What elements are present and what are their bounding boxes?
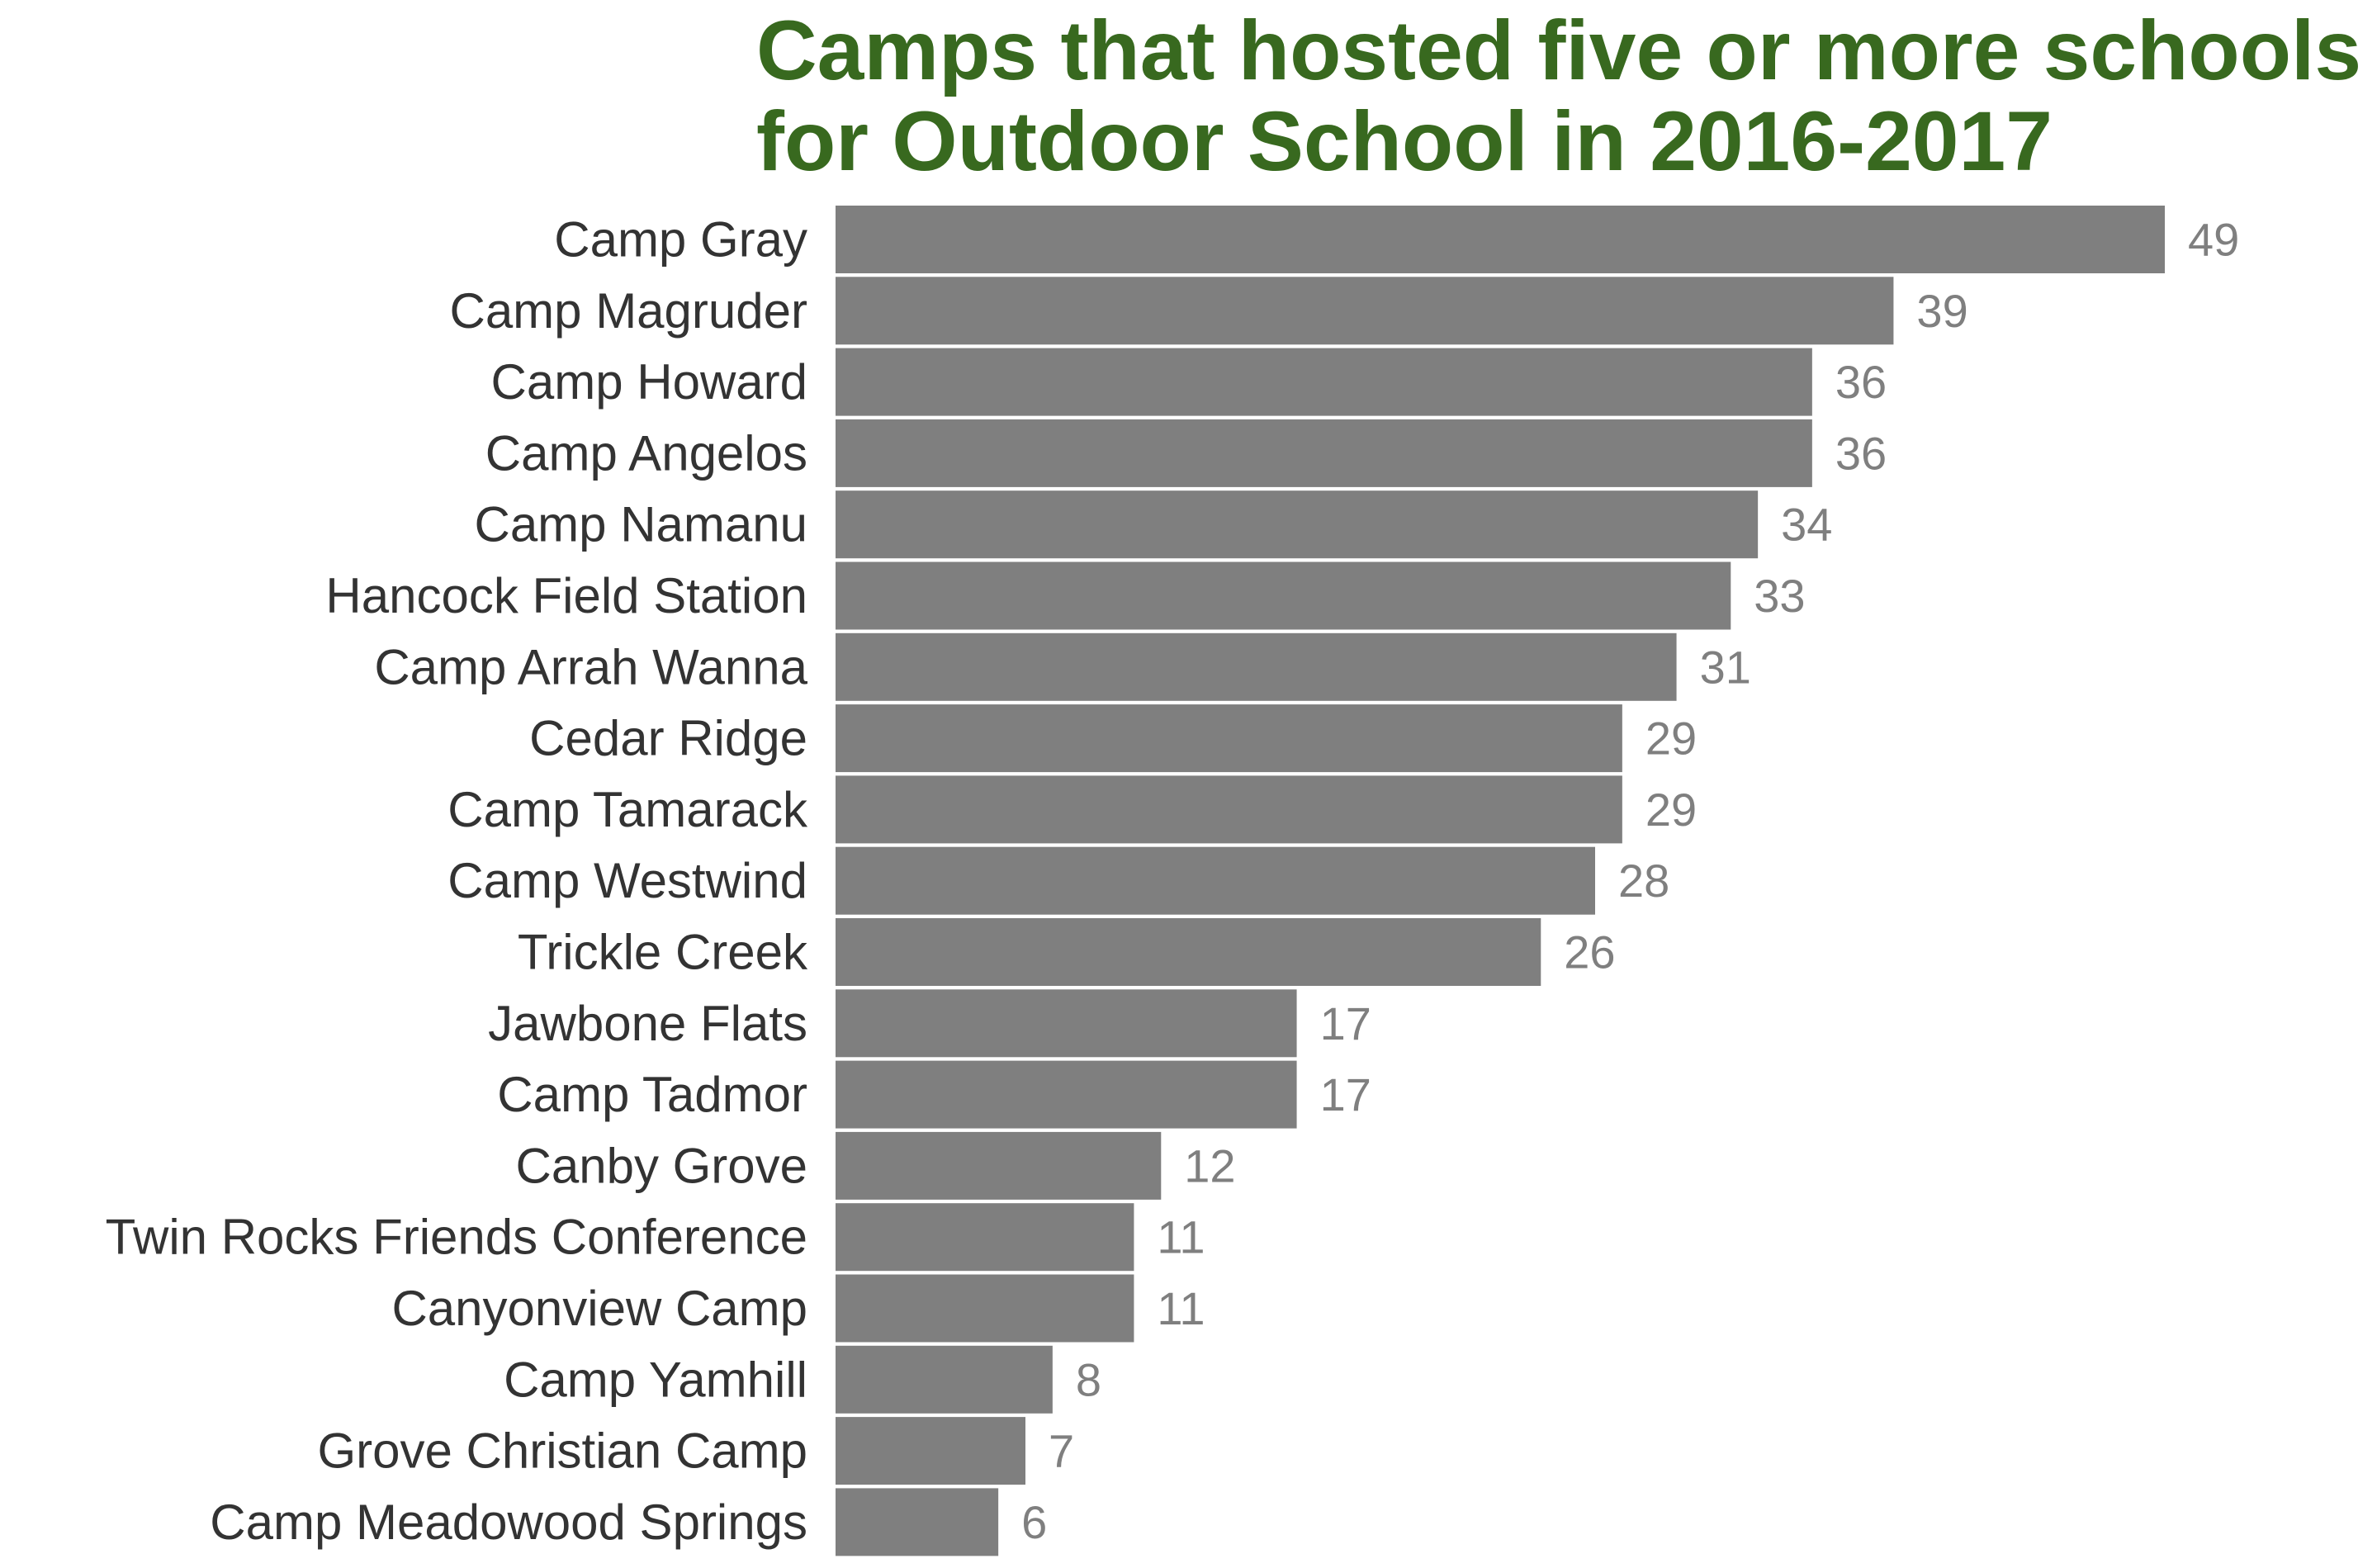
bar (836, 1203, 1134, 1272)
bar-row: Camp Meadowood Springs 6 (210, 1488, 1047, 1556)
category-label: Camp Yamhill (504, 1352, 807, 1407)
bar-row: Jawbone Flats 17 (488, 989, 1371, 1058)
bar (836, 206, 2165, 273)
bar (836, 918, 1541, 986)
bar-row: Hancock Field Station 33 (325, 561, 1806, 630)
bar-row: Camp Angelos 36 (485, 419, 1887, 487)
category-label: Camp Meadowood Springs (210, 1495, 807, 1550)
category-label: Trickle Creek (518, 925, 808, 980)
bar (836, 490, 1759, 559)
value-label: 34 (1781, 499, 1832, 551)
bar (836, 1274, 1134, 1343)
value-label: 33 (1754, 570, 1805, 622)
value-label: 8 (1076, 1353, 1101, 1405)
bar-row: Camp Arrah Wanna 31 (374, 632, 1751, 701)
chart-title-line-2: for Outdoor School in 2016-2017 (756, 94, 2053, 188)
bar (836, 1488, 999, 1556)
category-label: Camp Tamarack (447, 782, 808, 837)
bar-row: Trickle Creek 26 (518, 918, 1616, 986)
bar-row: Camp Namanu 34 (474, 490, 1832, 559)
bar-row: Canby Grove 12 (516, 1131, 1236, 1200)
bar-row: Twin Rocks Friends Conference 11 (106, 1203, 1205, 1272)
bar (836, 561, 1731, 630)
value-label: 11 (1157, 1282, 1205, 1334)
category-label: Jawbone Flats (488, 996, 807, 1051)
bar-row: Grove Christian Camp 7 (317, 1417, 1074, 1485)
category-label: Cedar Ridge (529, 711, 807, 766)
value-label: 29 (1645, 713, 1697, 765)
bar (836, 1060, 1297, 1129)
category-label: Grove Christian Camp (317, 1424, 807, 1479)
category-label: Camp Arrah Wanna (374, 639, 807, 694)
bar (836, 277, 1894, 345)
bar (836, 348, 1812, 416)
bar-row: Canyonview Camp 11 (391, 1274, 1205, 1343)
bar-row: Camp Magruder 39 (449, 277, 1968, 345)
value-label: 12 (1184, 1139, 1235, 1191)
bar (836, 1417, 1025, 1485)
category-label: Camp Gray (554, 212, 807, 268)
category-label: Canby Grove (516, 1138, 808, 1193)
category-label: Camp Angelos (485, 425, 807, 481)
bar-row: Cedar Ridge 29 (529, 704, 1697, 773)
bar-row: Camp Westwind 28 (447, 846, 1669, 915)
value-label: 36 (1835, 427, 1887, 479)
category-label: Canyonview Camp (391, 1281, 807, 1336)
category-label: Camp Tadmor (497, 1067, 807, 1122)
bar (836, 775, 1622, 844)
chart-title: Camps that hosted five or more schools f… (756, 5, 2366, 187)
bar-row: Camp Tamarack 29 (447, 775, 1697, 844)
bar (836, 846, 1595, 915)
category-label: Camp Westwind (447, 853, 807, 908)
bar (836, 419, 1812, 487)
value-label: 6 (1021, 1496, 1047, 1548)
value-label: 39 (1916, 285, 1967, 337)
category-label: Camp Magruder (449, 283, 807, 339)
value-label: 28 (1618, 855, 1669, 907)
category-label: Camp Namanu (474, 497, 807, 552)
value-label: 17 (1320, 997, 1371, 1049)
value-label: 49 (2188, 214, 2239, 266)
value-label: 29 (1645, 784, 1697, 836)
bar (836, 704, 1622, 773)
bar-row: Camp Gray 49 (554, 206, 2239, 273)
value-label: 31 (1700, 641, 1751, 693)
bar (836, 1131, 1162, 1200)
bar-row: Camp Howard 36 (491, 348, 1887, 416)
bar-row: Camp Tadmor 17 (497, 1060, 1371, 1129)
value-label: 17 (1320, 1068, 1371, 1120)
bar-row: Camp Yamhill 8 (504, 1345, 1101, 1414)
chart-title-line-1: Camps that hosted five or more schools (756, 3, 2362, 97)
bar (836, 632, 1677, 701)
bar (836, 989, 1297, 1058)
value-label: 7 (1049, 1425, 1074, 1477)
value-label: 26 (1564, 926, 1615, 978)
value-label: 36 (1835, 356, 1887, 408)
bar (836, 1345, 1053, 1414)
category-label: Hancock Field Station (325, 568, 807, 623)
category-label: Twin Rocks Friends Conference (106, 1210, 807, 1265)
category-label: Camp Howard (491, 354, 807, 410)
value-label: 11 (1157, 1211, 1205, 1263)
